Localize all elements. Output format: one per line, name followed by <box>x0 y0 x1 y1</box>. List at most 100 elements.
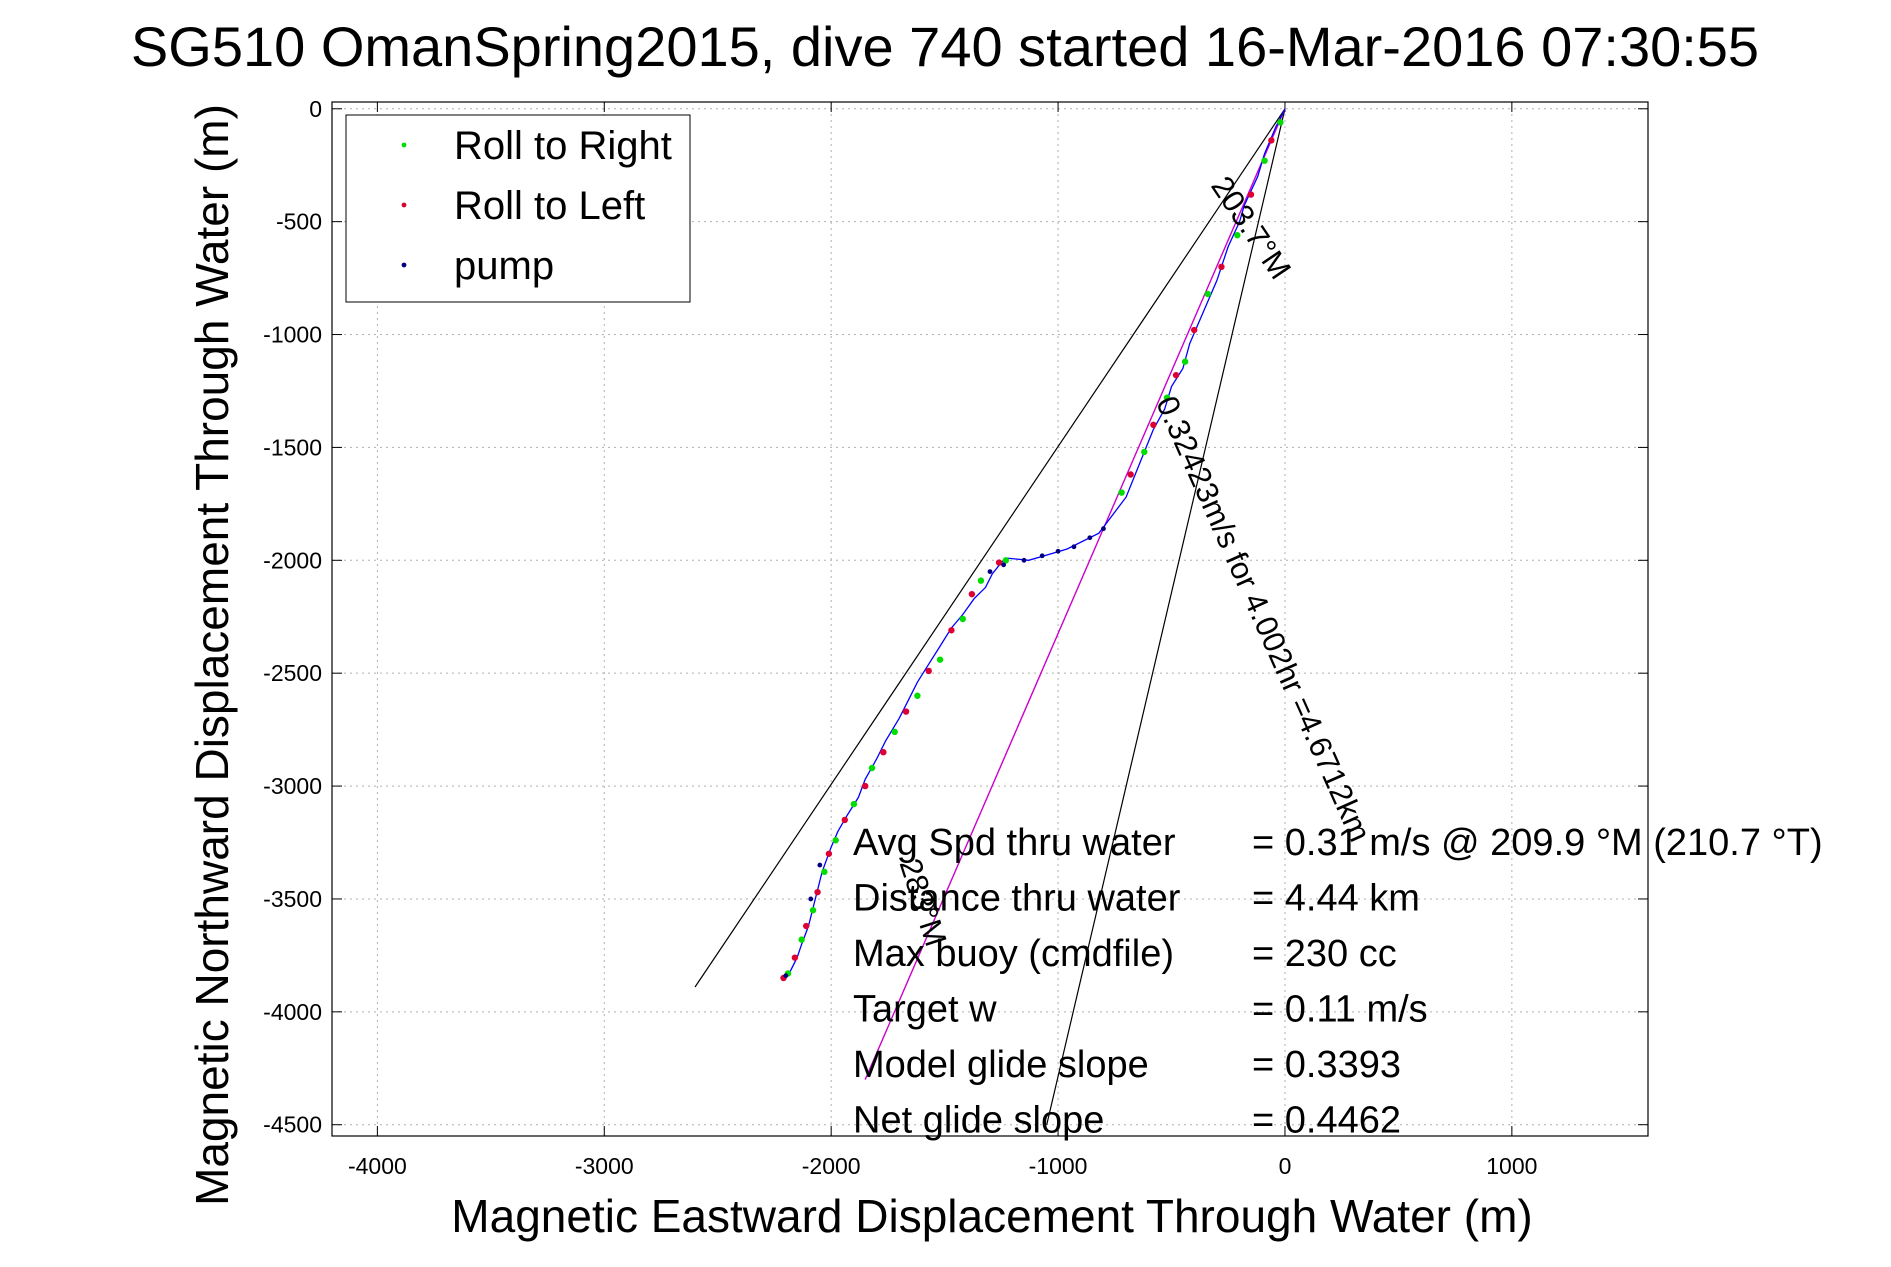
reference-lines-layer <box>694 108 1286 1125</box>
pump-point <box>1101 526 1106 532</box>
y-tick-label: -1500 <box>263 434 322 460</box>
legend-entry: Roll to Right <box>454 124 672 168</box>
pump-point <box>1001 562 1007 568</box>
roll-left-point <box>968 590 976 598</box>
roll-right-point <box>821 868 828 876</box>
legend-marker-roll-right <box>401 142 407 148</box>
stat-value: = 0.4462 <box>1252 1100 1401 1142</box>
roll-right-point <box>1141 448 1148 456</box>
roll-left-point <box>814 888 821 896</box>
pump-point <box>1087 535 1093 541</box>
pump-point <box>1039 553 1045 559</box>
roll-right-point <box>977 577 985 584</box>
legend-marker-roll-left <box>401 202 407 208</box>
roll-right-point <box>1204 290 1212 298</box>
x-axis-label: Magnetic Eastward Displacement Through W… <box>451 1190 1532 1242</box>
stat-value: = 0.11 m/s <box>1252 989 1428 1031</box>
stat-label: Target w <box>853 989 997 1031</box>
roll-right-point <box>936 656 944 663</box>
y-tick-label: -3500 <box>263 886 322 912</box>
roll-right-point <box>809 907 817 914</box>
pump-point <box>1055 548 1061 554</box>
pump-point <box>808 896 814 902</box>
y-tick-label: -4500 <box>263 1112 322 1138</box>
y-tick-label: -2500 <box>263 660 322 686</box>
y-tick-label: -4000 <box>263 999 322 1025</box>
stat-value: = 0.3393 <box>1252 1044 1401 1086</box>
y-tick-label: -1000 <box>263 322 322 348</box>
stat-value: = 0.31 m/s @ 209.9 °M (210.7 °T) <box>1252 822 1823 864</box>
stat-label: Distance thru water <box>853 878 1181 920</box>
legend-entry: Roll to Left <box>454 184 645 228</box>
heading-line <box>864 108 1286 1080</box>
legend-marker-pump <box>401 262 407 268</box>
roll-right-point <box>798 936 805 943</box>
axes-layer: -4000 -3000 -2000 -1000 0 1000 0 -500 -1000 -1500… <box>263 96 1649 1179</box>
x-tick-label: 0 <box>1279 1153 1292 1179</box>
roll-right-point <box>891 728 898 736</box>
roll-right-point <box>868 764 876 772</box>
pump-point <box>1021 557 1027 563</box>
dive-track-line <box>785 108 1286 977</box>
reference-line <box>694 108 1286 988</box>
y-tick-label: -3000 <box>263 773 322 799</box>
roll-right-point <box>1118 489 1125 496</box>
points-layer <box>780 119 1284 982</box>
roll-left-point <box>1268 137 1275 144</box>
roll-right-point <box>1002 557 1010 564</box>
x-tick-label: -3000 <box>575 1153 634 1179</box>
roll-left-point <box>902 708 910 715</box>
stat-label: Net glide slope <box>853 1100 1104 1142</box>
reference-line <box>1046 108 1286 1125</box>
stat-label: Model glide slope <box>853 1044 1149 1086</box>
roll-right-point <box>1234 232 1241 239</box>
pump-point <box>987 569 993 574</box>
track-layer <box>785 108 1286 977</box>
y-axis-label: Magnetic Northward Displacement Through … <box>186 104 238 1206</box>
roll-left-point <box>1191 326 1198 334</box>
roll-left-point <box>880 749 887 756</box>
plot-frame <box>331 101 1649 1137</box>
roll-right-point <box>832 837 839 844</box>
stat-value: = 4.44 km <box>1252 878 1420 920</box>
y-tick-label: -500 <box>276 209 322 235</box>
x-tick-label: -4000 <box>348 1153 407 1179</box>
grid-layer <box>332 102 1648 1136</box>
roll-right-point <box>1277 119 1284 126</box>
stat-value: = 230 cc <box>1252 933 1397 975</box>
roll-left-point <box>1247 191 1255 198</box>
roll-right-point <box>850 800 858 808</box>
roll-right-point <box>959 615 966 623</box>
roll-left-point <box>1150 421 1157 429</box>
roll-right-point <box>1181 358 1189 365</box>
roll-left-point <box>1172 371 1180 379</box>
pump-point <box>783 973 789 979</box>
roll-left-point <box>791 954 799 961</box>
roll-right-point <box>1261 157 1268 164</box>
roll-left-point <box>925 667 932 675</box>
y-tick-label: -2000 <box>263 547 322 573</box>
pump-point <box>817 862 823 868</box>
roll-left-point <box>862 782 869 790</box>
roll-left-point <box>1218 263 1225 271</box>
roll-left-point <box>825 850 833 857</box>
chart-title: SG510 OmanSpring2015, dive 740 started 1… <box>131 15 1759 78</box>
roll-left-point <box>995 559 1003 566</box>
x-tick-label: 1000 <box>1486 1153 1537 1179</box>
roll-left-point <box>948 627 955 634</box>
roll-right-point <box>1163 394 1171 401</box>
stats-panel: Avg Spd thru water = 0.31 m/s @ 209.9 °M … <box>853 822 1823 1142</box>
legend-entry: pump <box>454 244 554 288</box>
roll-right-point <box>914 692 921 699</box>
roll-left-point <box>803 922 810 930</box>
y-tick-label: 0 <box>309 96 322 122</box>
x-tick-label: -2000 <box>802 1153 861 1179</box>
stat-label: Avg Spd thru water <box>853 822 1176 864</box>
roll-left-point <box>841 816 848 824</box>
stat-label: Max buoy (cmdfile) <box>853 933 1174 975</box>
x-tick-label: -1000 <box>1029 1153 1088 1179</box>
pump-point <box>1071 544 1077 550</box>
